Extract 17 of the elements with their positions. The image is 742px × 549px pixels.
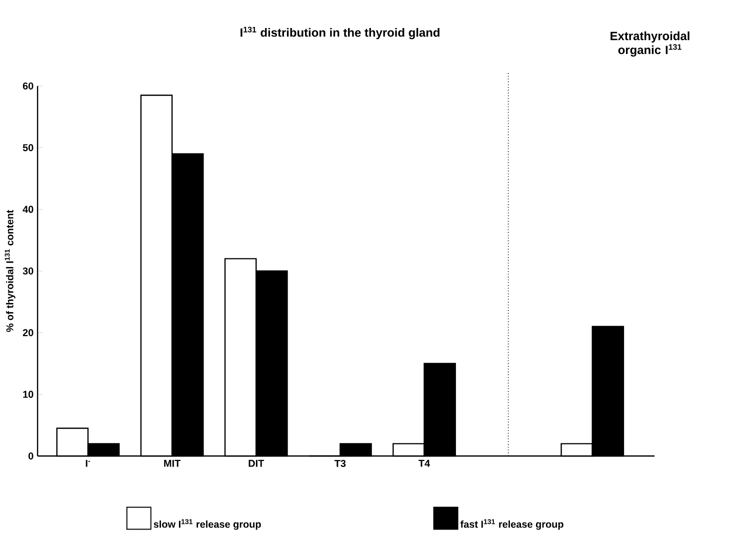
y-tick-label: 20 [22, 329, 34, 336]
legend-label: fast I$^{131}$ release group [460, 519, 564, 530]
y-tick-label: 50 [22, 144, 34, 152]
legend-label: slow I$^{131}$ release group [154, 519, 261, 530]
chart-title: I$^{131}$ distribution in the thyroid gland [240, 26, 440, 40]
x-tick-label: T4 [418, 460, 430, 467]
x-tick-label: I$^{-}$ [86, 460, 90, 467]
y-tick-label: 60 [22, 82, 34, 90]
y-axis-title: % of thyroidal I$^{131}$ content [4, 210, 16, 332]
x-tick-label: MIT [164, 460, 181, 467]
y-tick-label: 30 [22, 267, 34, 275]
text: Extrathyroidal organic I$^{131}$ [610, 31, 690, 57]
y-tick-label: 0 [28, 452, 34, 460]
y-tick-label: 40 [22, 206, 34, 213]
x-tick-label: DIT [248, 460, 264, 467]
y-tick-label: 10 [23, 390, 34, 398]
x-tick-label: T3 [334, 460, 346, 467]
